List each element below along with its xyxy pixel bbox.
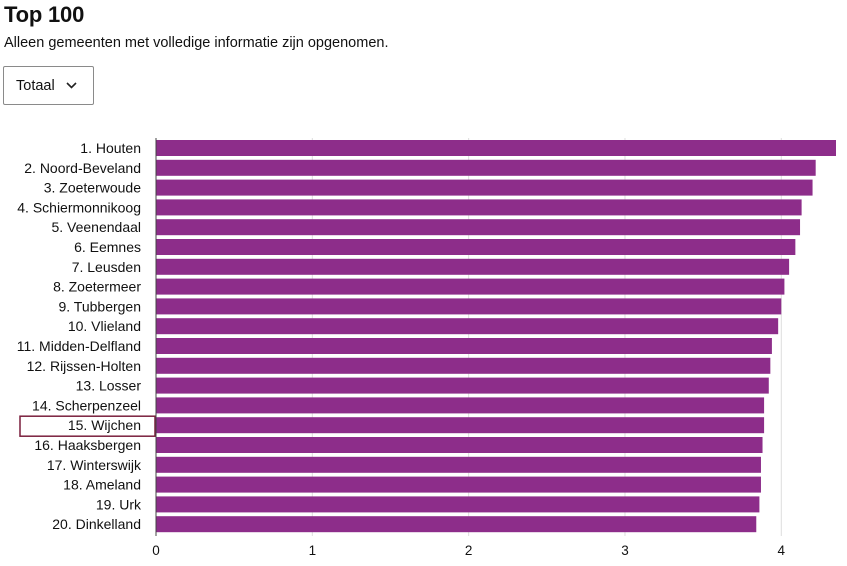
category-label: 14. Scherpenzeel bbox=[32, 397, 141, 413]
metric-dropdown[interactable]: Totaal bbox=[3, 66, 94, 105]
bar[interactable] bbox=[156, 159, 816, 176]
category-label: 3. Zoeterwoude bbox=[44, 180, 141, 196]
bar[interactable] bbox=[156, 476, 761, 493]
bar[interactable] bbox=[156, 278, 785, 295]
bar[interactable] bbox=[156, 179, 813, 196]
bar[interactable] bbox=[156, 496, 760, 513]
category-label: 17. Winterswijk bbox=[47, 457, 142, 473]
category-label: 15. Wijchen bbox=[68, 417, 141, 433]
bar[interactable] bbox=[156, 140, 836, 156]
bar[interactable] bbox=[156, 357, 771, 374]
category-label: 10. Vlieland bbox=[68, 318, 141, 334]
category-label: 12. Rijssen-Holten bbox=[27, 358, 141, 374]
page-title: Top 100 bbox=[4, 2, 85, 27]
x-tick-label: 3 bbox=[621, 543, 629, 558]
category-label: 8. Zoetermeer bbox=[53, 279, 141, 295]
bar[interactable] bbox=[156, 338, 772, 354]
category-label: 1. Houten bbox=[80, 140, 141, 156]
category-label: 2. Noord-Beveland bbox=[24, 160, 141, 176]
bar[interactable] bbox=[156, 298, 782, 315]
bar[interactable] bbox=[156, 239, 796, 255]
category-label: 18. Ameland bbox=[63, 477, 141, 493]
category-label: 20. Dinkelland bbox=[52, 516, 141, 532]
category-label: 7. Leusden bbox=[72, 259, 141, 275]
chevron-down-icon bbox=[66, 82, 77, 89]
x-tick-label: 2 bbox=[465, 543, 473, 558]
bar[interactable] bbox=[156, 258, 790, 275]
bar[interactable] bbox=[156, 437, 763, 453]
bar[interactable] bbox=[156, 318, 779, 335]
bar[interactable] bbox=[156, 219, 801, 236]
highlight-box bbox=[19, 415, 156, 437]
x-tick-label: 1 bbox=[309, 543, 317, 558]
category-label: 4. Schiermonnikoog bbox=[17, 199, 141, 215]
category-label: 16. Haaksbergen bbox=[34, 437, 141, 453]
category-label: 5. Veenendaal bbox=[51, 219, 141, 235]
bar[interactable] bbox=[156, 377, 769, 394]
bar[interactable] bbox=[156, 456, 761, 473]
category-label: 13. Losser bbox=[76, 378, 142, 394]
category-label: 11. Midden-Delfland bbox=[17, 338, 141, 354]
page-subtitle: Alleen gemeenten met volledige informati… bbox=[4, 35, 389, 51]
bar[interactable] bbox=[156, 397, 765, 414]
category-label: 19. Urk bbox=[96, 496, 142, 512]
bar[interactable] bbox=[156, 199, 802, 216]
category-label: 9. Tubbergen bbox=[58, 298, 141, 314]
bar[interactable] bbox=[156, 516, 757, 533]
x-tick-label: 4 bbox=[778, 543, 786, 558]
category-label: 6. Eemnes bbox=[74, 239, 141, 255]
dropdown-selected-value: Totaal bbox=[16, 77, 55, 94]
x-tick-label: 0 bbox=[152, 543, 160, 558]
bar[interactable] bbox=[156, 417, 765, 434]
